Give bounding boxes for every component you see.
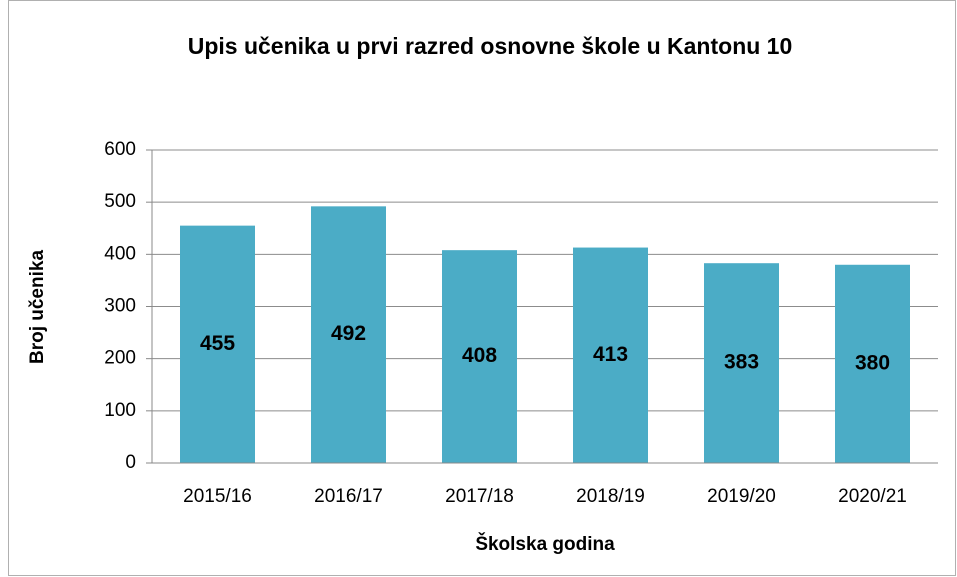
bar [442, 250, 517, 463]
y-tick-label: 400 [104, 243, 136, 264]
x-tick-label: 2019/20 [707, 486, 776, 507]
y-tick-label: 0 [125, 452, 136, 473]
bar [704, 263, 779, 463]
x-tick-label: 2018/19 [576, 486, 645, 507]
data-label: 380 [855, 351, 890, 374]
x-tick-label: 2016/17 [314, 486, 383, 507]
bar [180, 225, 255, 463]
chart-title: Upis učenika u prvi razred osnovne škole… [188, 33, 793, 59]
bar [835, 264, 910, 463]
x-tick-label: 2017/18 [445, 486, 514, 507]
data-label: 492 [331, 322, 366, 345]
y-tick-label: 100 [104, 400, 136, 421]
data-label: 413 [593, 343, 628, 366]
y-axis-label: Broj učenika [27, 250, 48, 364]
bar [311, 206, 386, 463]
x-axis-label: Školska godina [475, 533, 615, 555]
data-label: 383 [724, 351, 759, 374]
x-tick-label: 2015/16 [183, 486, 252, 507]
x-tick-label: 2020/21 [838, 486, 907, 507]
y-tick-label: 500 [104, 191, 136, 212]
data-label: 455 [200, 332, 235, 355]
bar [573, 247, 648, 463]
data-label: 408 [462, 344, 497, 367]
y-tick-label: 600 [104, 139, 136, 160]
y-tick-label: 200 [104, 348, 136, 369]
y-tick-label: 300 [104, 296, 136, 317]
